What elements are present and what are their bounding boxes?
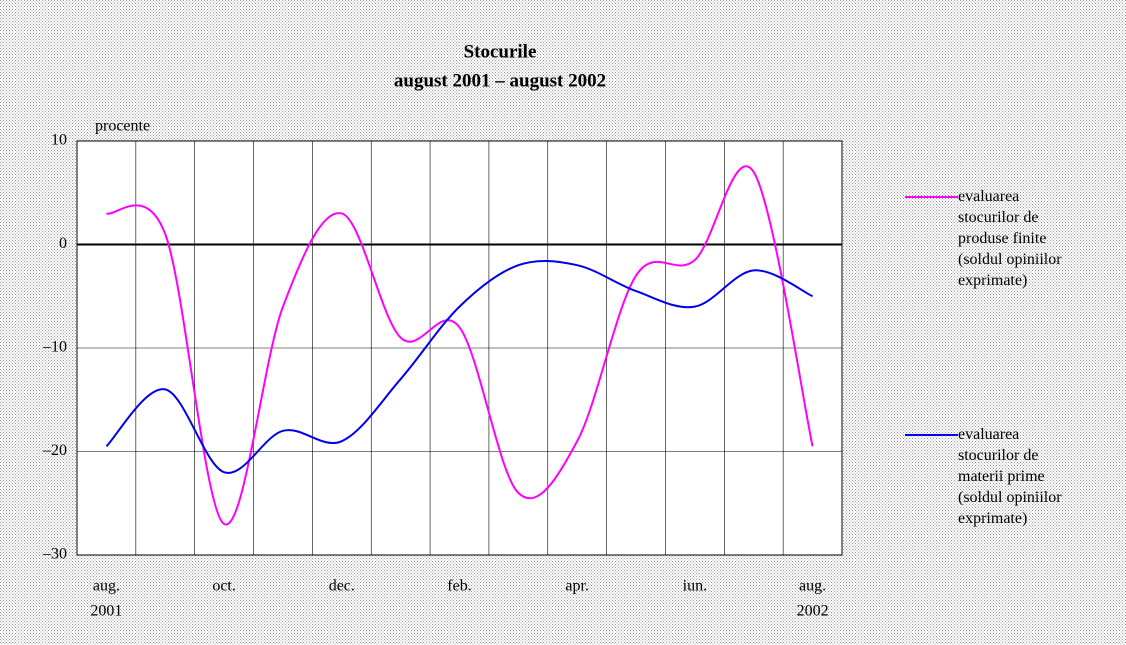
legend-label: evaluarea stocurilor de produse finite (… [958,188,1062,289]
chart-subtitle: august 2001 – august 2002 [394,70,606,91]
x-tick-sublabel: 2002 [797,603,829,620]
y-tick-label: –20 [42,442,67,459]
y-tick-label: 10 [51,132,67,149]
x-tick-label: apr. [565,578,589,595]
x-tick-sublabel: 2001 [90,603,122,620]
x-tick-label: oct. [212,578,236,595]
y-axis-label: procente [95,118,150,135]
y-tick-label: 0 [59,235,67,252]
legend-label: evaluarea stocurilor de materii prime (s… [958,426,1062,527]
y-tick-label: –10 [42,339,67,356]
x-tick-label: aug. [93,578,120,595]
line-series [105,259,814,474]
x-tick-label: feb. [447,578,471,595]
chart-title: Stocurile [464,41,537,62]
x-tick-label: aug. [799,578,826,595]
line-series [106,165,814,526]
x-tick-label: iun. [683,578,707,595]
x-tick-label: dec. [329,578,355,595]
y-tick-label: –30 [42,546,67,563]
